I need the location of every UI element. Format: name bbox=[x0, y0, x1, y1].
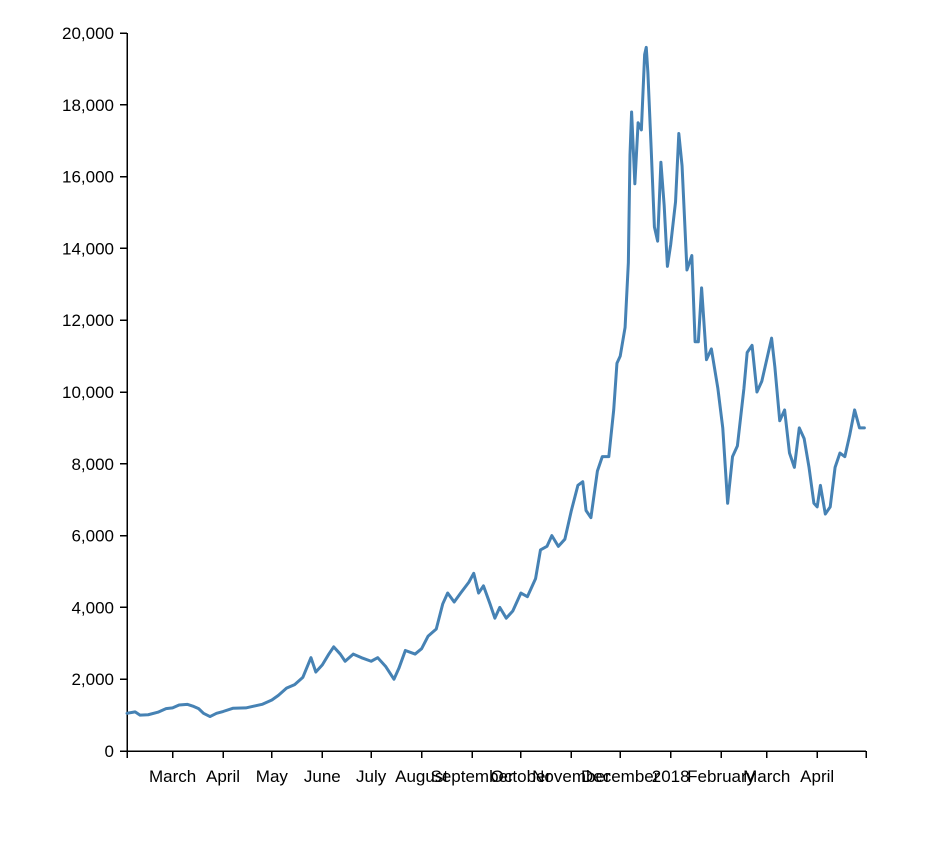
y-tick-label: 20,000 bbox=[62, 24, 114, 43]
x-tick-label: April bbox=[800, 767, 834, 786]
y-axis: 0 2,000 4,000 6,000 8,000 10,000 12,000 14,000 1… bbox=[62, 24, 128, 761]
y-tick-label: 6,000 bbox=[71, 527, 114, 546]
x-tick-label: 2018 bbox=[652, 767, 690, 786]
x-tick-label: August bbox=[395, 767, 448, 786]
plot-area bbox=[125, 45, 866, 719]
x-tick-label: November bbox=[532, 767, 611, 786]
x-tick-label: June bbox=[304, 767, 341, 786]
series-line-price bbox=[125, 45, 866, 719]
x-tick-label: February bbox=[687, 767, 756, 786]
y-tick-label: 10,000 bbox=[62, 383, 114, 402]
y-tick-label: 0 bbox=[105, 742, 114, 761]
y-tick-label: 4,000 bbox=[71, 598, 114, 617]
x-tick-label: April bbox=[206, 767, 240, 786]
y-tick-label: 8,000 bbox=[71, 455, 114, 474]
x-tick-label: March bbox=[743, 767, 790, 786]
y-tick-label: 14,000 bbox=[62, 239, 114, 258]
x-axis: March April May June July AugustSeptemberOcto… bbox=[126, 750, 867, 786]
x-tick-label: September bbox=[430, 767, 513, 786]
y-tick-label: 16,000 bbox=[62, 168, 114, 187]
y-tick-label: 12,000 bbox=[62, 311, 114, 330]
y-tick-label: 2,000 bbox=[71, 670, 114, 689]
x-tick-label: May bbox=[256, 767, 289, 786]
x-tick-label: December bbox=[581, 767, 660, 786]
y-tick-label: 18,000 bbox=[62, 96, 114, 115]
x-tick-label: March bbox=[149, 767, 196, 786]
x-tick-label: October bbox=[491, 767, 552, 786]
x-tick-label: July bbox=[356, 767, 387, 786]
